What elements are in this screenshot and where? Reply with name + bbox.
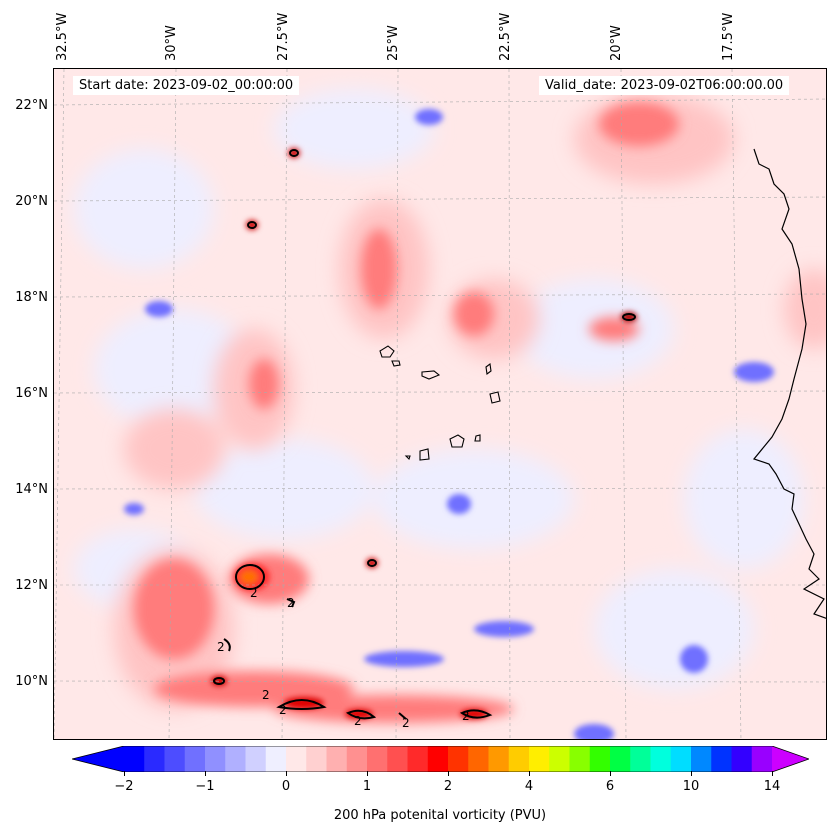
colorbar-cell: [630, 746, 651, 772]
colorbar-cell: [245, 746, 267, 772]
colorbar-tick-mark: [772, 771, 773, 776]
colorbar-cell: [346, 746, 368, 772]
colorbar-cell: [448, 746, 469, 772]
lat-label: 14°N: [15, 482, 48, 497]
contour-label: 2: [262, 688, 270, 702]
colorbar-cell: [751, 746, 773, 772]
colorbar-cell: [488, 746, 510, 772]
colorbar-tick-mark: [610, 771, 611, 776]
colorbar-tick-label: 0: [281, 779, 291, 794]
colorbar-cell: [407, 746, 429, 772]
colorbar-cell: [427, 746, 449, 772]
colorbar-cell: [731, 746, 753, 772]
coastline: [752, 148, 826, 619]
colorbar-tick-label: 14: [763, 779, 781, 794]
map-panel: 2 2 2 2 2 2 2 2: [53, 68, 827, 740]
colorbar-cell: [711, 746, 732, 772]
pv-field: 2 2 2 2 2 2 2 2: [54, 69, 826, 739]
start-date-label: Start date: 2023-09-02_00:00:00: [73, 76, 300, 95]
colorbar-cell: [144, 746, 165, 772]
lat-label: 12°N: [15, 578, 48, 593]
colorbar-cell: [124, 746, 145, 772]
colorbar-cell: [265, 746, 287, 772]
colorbar-tick-mark: [124, 771, 125, 776]
colorbar-cell: [569, 746, 591, 772]
valid-date-label: Valid_date: 2023-09-02T06:00:00.00: [539, 76, 790, 95]
lon-label: 32.5°W: [55, 12, 70, 61]
colorbar-cell: [326, 746, 348, 772]
colorbar-tick-mark: [205, 771, 206, 776]
colorbar-cell: [650, 746, 672, 772]
colorbar-over-arrow: [772, 746, 809, 772]
cape-verde-islands: [379, 345, 501, 461]
colorbar-tick-label: −1: [195, 779, 215, 794]
pv-contours: [213, 149, 636, 720]
colorbar-cell: [529, 746, 550, 772]
colorbar-cell: [589, 746, 611, 772]
colorbar-cell: [225, 746, 246, 772]
colorbar-cell: [549, 746, 570, 772]
colorbar-tick-mark: [448, 771, 449, 776]
colorbar-tick-label: 10: [682, 779, 700, 794]
colorbar-tick-label: 2: [443, 779, 453, 794]
colorbar-cell: [670, 746, 692, 772]
colorbar-cell: [387, 746, 408, 772]
lon-label: 22.5°W: [498, 12, 513, 61]
lon-label: 17.5°W: [721, 12, 736, 61]
colorbar-cell: [691, 746, 712, 772]
graticule: [54, 69, 826, 739]
lon-label: 25°W: [386, 25, 401, 61]
strong-positive-pv: [134, 102, 679, 723]
contour-label: 2: [354, 714, 362, 728]
contour-label: 2: [287, 596, 295, 610]
colorbar-cell: [610, 746, 631, 772]
colorbar-cell: [164, 746, 186, 772]
lon-label: 30°W: [164, 25, 179, 61]
contour-labels: 2 2 2 2 2 2 2 2: [217, 586, 470, 730]
colorbar-tick-label: −2: [114, 779, 134, 794]
colorbar-cells: [124, 746, 773, 772]
contour-label: 2: [250, 586, 258, 600]
lat-label: 16°N: [15, 386, 48, 401]
negative-pv-regions: [74, 89, 804, 689]
colorbar-cell: [508, 746, 530, 772]
lat-label: 20°N: [15, 194, 48, 209]
colorbar-tick-mark: [529, 771, 530, 776]
contour-label: 2: [402, 716, 410, 730]
colorbar-tick-mark: [367, 771, 368, 776]
colorbar: [72, 746, 809, 772]
colorbar-cell: [205, 746, 226, 772]
contour-label: 2: [217, 640, 225, 654]
colorbar-tick-label: 4: [524, 779, 534, 794]
colorbar-tick-label: 6: [605, 779, 615, 794]
colorbar-tick-mark: [286, 771, 287, 776]
lat-label: 18°N: [15, 290, 48, 305]
colorbar-under-arrow: [72, 746, 124, 772]
colorbar-cell: [184, 746, 206, 772]
colorbar-cell: [468, 746, 489, 772]
colorbar-cell: [286, 746, 307, 772]
colorbar-tick-label: 1: [362, 779, 372, 794]
lon-label: 20°W: [609, 25, 624, 61]
contour-label: 2: [279, 703, 287, 717]
contour-label: 2: [462, 709, 470, 723]
colorbar-tick-mark: [691, 771, 692, 776]
pv-minima: [124, 109, 774, 739]
lon-label: 27.5°W: [276, 12, 291, 61]
colorbar-cell: [367, 746, 388, 772]
lat-label: 22°N: [15, 98, 48, 113]
lat-label: 10°N: [15, 674, 48, 689]
colorbar-cell: [306, 746, 327, 772]
colorbar-label: 200 hPa potenital vorticity (PVU): [333, 808, 547, 823]
